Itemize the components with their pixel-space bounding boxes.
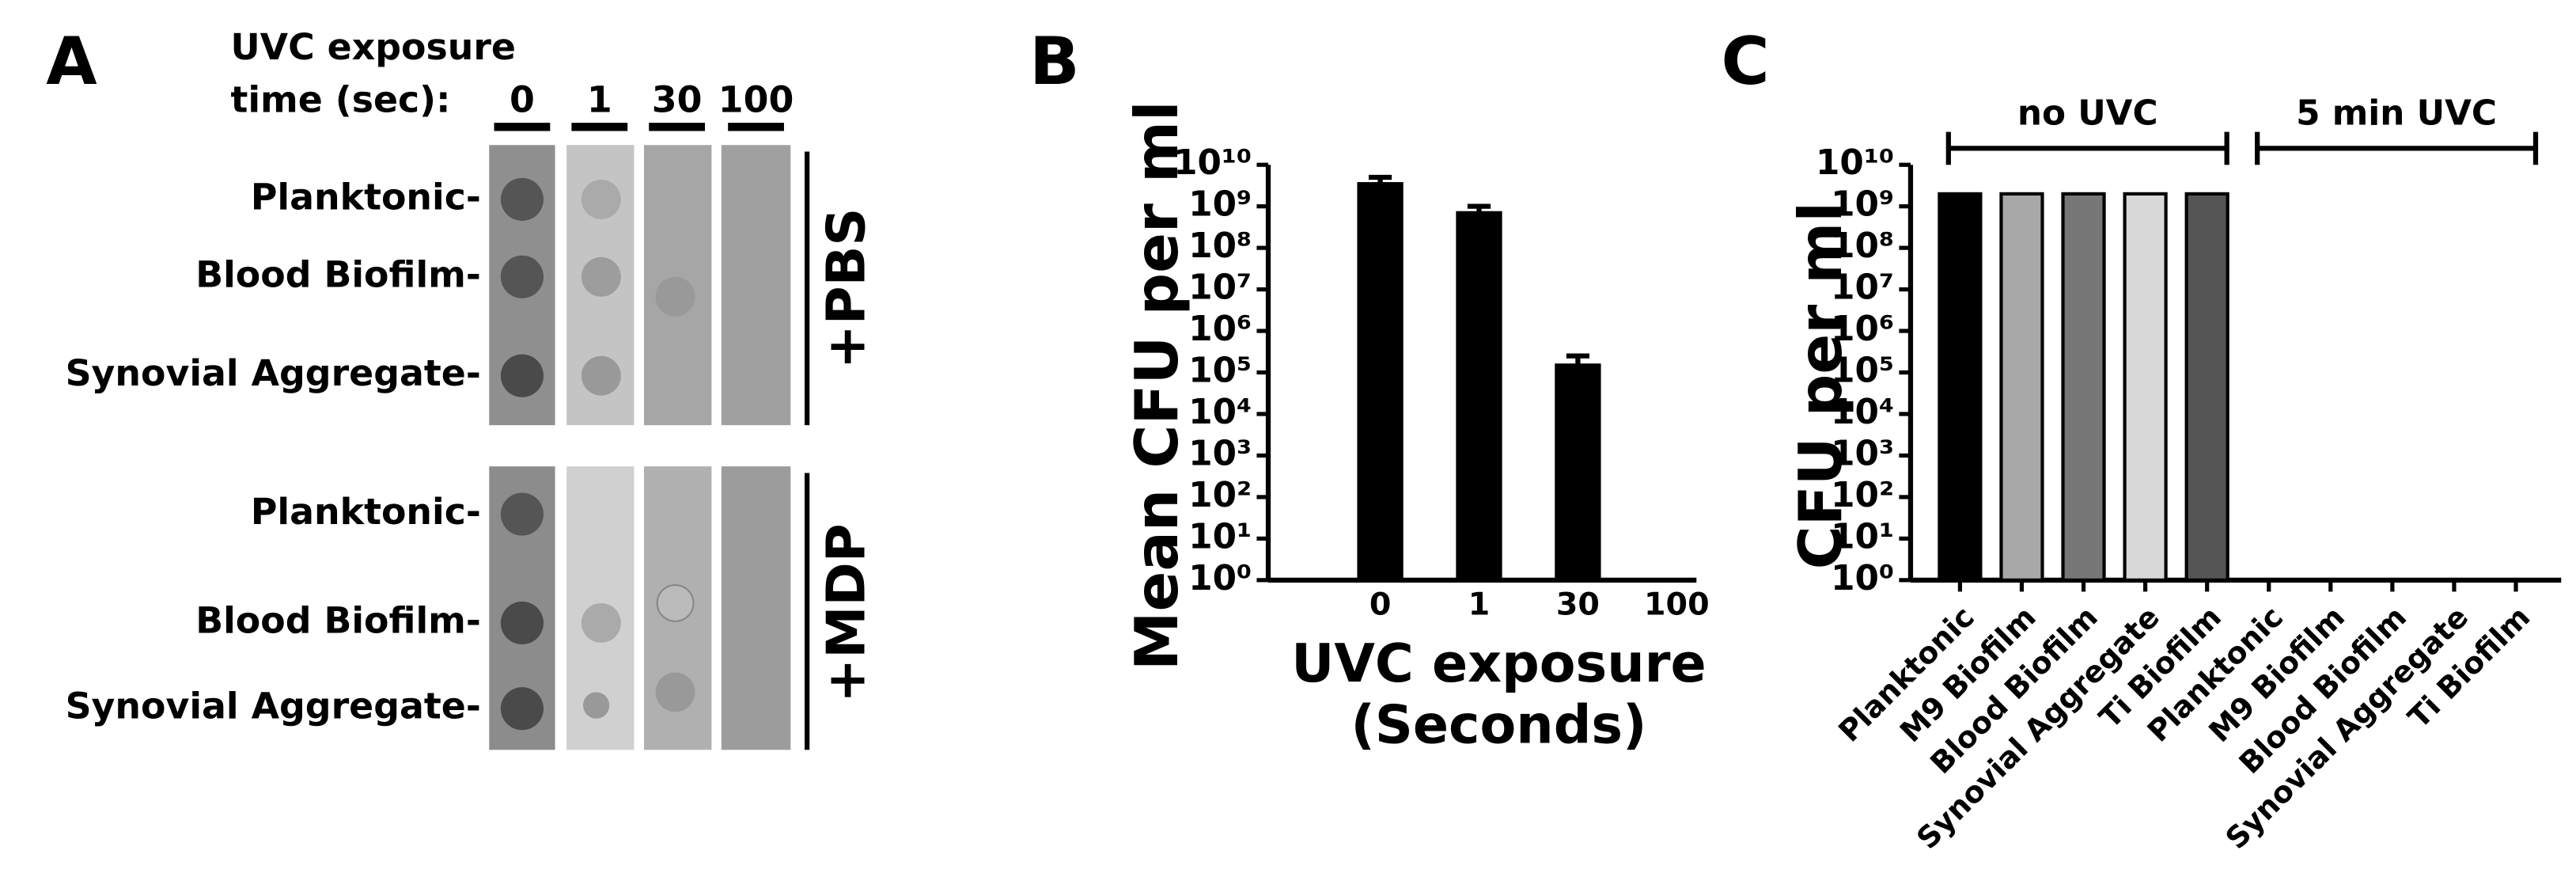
- header: time (sec):: [230, 78, 450, 121]
- row-label: Blood Biofilm-: [195, 598, 481, 641]
- group-label: +MDP: [815, 523, 877, 702]
- bar: [2184, 192, 2229, 582]
- error-bar: [1369, 174, 1392, 184]
- y-tick-label: 10⁵: [1831, 351, 1894, 391]
- x-axis-label: UVC exposure: [1291, 632, 1706, 694]
- row-label: Planktonic-: [251, 490, 481, 533]
- row-label: Synovial Aggregate-: [66, 685, 481, 727]
- y-tick-label: 10¹: [1831, 516, 1894, 556]
- y-tick-label: 10⁵: [1188, 351, 1252, 391]
- header: UVC exposure: [230, 25, 516, 68]
- panel-label: C: [1722, 23, 1770, 100]
- error-bar: [1467, 203, 1491, 213]
- y-tick-label: 10⁴: [1188, 392, 1252, 432]
- panel-label: A: [46, 23, 97, 100]
- y-tick-label: 10⁰: [1188, 558, 1252, 598]
- y-tick-label: 10³: [1831, 433, 1894, 473]
- group-label: +PBS: [815, 208, 877, 369]
- x-axis-label: (Seconds): [1351, 693, 1646, 755]
- y-tick-label: 10⁹: [1831, 184, 1894, 225]
- bar: [1555, 363, 1601, 582]
- group-label: no UVC: [2017, 93, 2158, 134]
- bar: [2061, 192, 2106, 582]
- y-axis-label: Mean CFU per ml: [1122, 101, 1191, 670]
- y-tick-label: 10⁴: [1831, 392, 1894, 432]
- plate-photo: [489, 145, 791, 750]
- error-bar: [1566, 353, 1589, 366]
- column-label: 100: [718, 78, 794, 121]
- bar: [1999, 192, 2044, 582]
- row-label: Planktonic-: [251, 175, 481, 218]
- y-tick-label: 10⁸: [1188, 226, 1252, 266]
- y-tick-label: 10⁸: [1831, 226, 1894, 266]
- row-label: Synovial Aggregate-: [66, 351, 481, 394]
- x-tick-label: 0: [1369, 587, 1392, 623]
- y-axis-label: CFU per ml: [1786, 202, 1855, 569]
- y-tick-label: 10⁷: [1188, 268, 1252, 308]
- y-tick-label: 10³: [1188, 433, 1252, 473]
- y-tick-label: 10⁹: [1188, 184, 1252, 225]
- column-label: 0: [510, 78, 535, 121]
- bar: [1456, 211, 1502, 582]
- y-tick-label: 10⁶: [1188, 309, 1252, 349]
- column-label: 30: [652, 78, 703, 121]
- panel-label: B: [1029, 23, 1079, 100]
- y-tick-label: 10¹: [1188, 516, 1252, 556]
- x-tick-label: 1: [1468, 587, 1491, 623]
- bar: [1357, 182, 1404, 582]
- group-label: 5 min UVC: [2296, 93, 2497, 134]
- bar: [1938, 192, 1983, 582]
- group-bracket: [2255, 131, 2539, 165]
- bar: [2123, 192, 2168, 582]
- y-tick-label: 10¹⁰: [1173, 142, 1252, 183]
- group-bracket: [1945, 131, 2229, 165]
- y-tick-label: 10⁷: [1831, 268, 1894, 308]
- y-tick-label: 10⁰: [1831, 558, 1894, 598]
- y-tick-label: 10¹⁰: [1816, 142, 1894, 183]
- y-tick-label: 10²: [1188, 475, 1252, 515]
- column-label: 1: [587, 78, 612, 121]
- y-tick-label: 10²: [1831, 475, 1894, 515]
- y-tick-label: 10⁶: [1831, 309, 1894, 349]
- row-label: Blood Biofilm-: [195, 253, 481, 295]
- x-tick-label: 30: [1556, 587, 1600, 623]
- x-tick-label: 100: [1644, 587, 1710, 623]
